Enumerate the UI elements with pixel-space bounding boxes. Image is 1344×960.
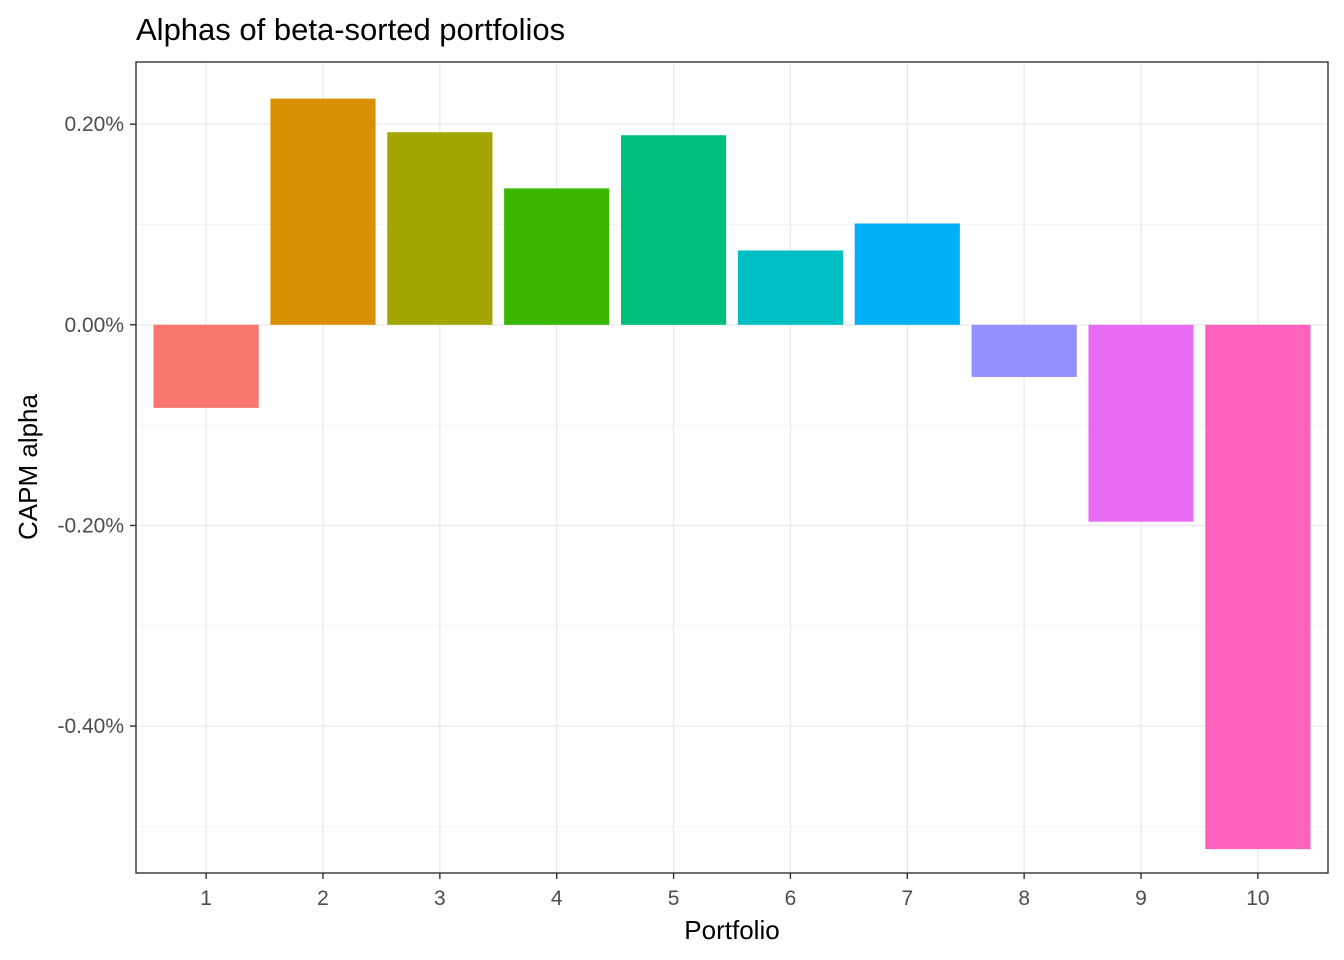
bar-portfolio-2 [270,98,376,325]
x-tick-label: 2 [317,887,329,910]
x-axis: 1 2 3 4 5 6 7 8 9 10 [200,873,1270,910]
bar-portfolio-4 [504,188,610,325]
x-tick-label: 9 [1135,887,1147,910]
bar-portfolio-5 [620,135,727,325]
x-tick-label: 6 [785,887,797,910]
x-tick-label: 7 [901,887,913,910]
bar-portfolio-1 [153,324,259,408]
x-tick-label: 8 [1018,887,1030,910]
y-axis: -0.40% -0.20% 0.00% 0.20% [57,113,136,738]
bar-portfolio-3 [387,132,493,325]
y-tick-label: -0.20% [57,514,124,537]
y-tick-label: -0.40% [57,715,124,738]
bar-portfolio-8 [971,324,1077,377]
bar-portfolio-6 [737,250,844,325]
y-axis-title: CAPM alpha [13,393,43,539]
bars [153,98,1311,850]
x-tick-label: 3 [434,887,446,910]
bar-portfolio-7 [854,223,960,325]
panel-border [135,61,1329,874]
x-tick-label: 10 [1246,887,1269,910]
y-tick-label: 0.20% [64,113,124,136]
x-axis-title: Portfolio [684,915,779,945]
y-tick-label: 0.00% [64,314,124,337]
bar-portfolio-9 [1088,324,1194,522]
x-tick-label: 1 [200,887,212,910]
x-tick-label: 4 [551,887,563,910]
bar-portfolio-10 [1205,324,1311,850]
x-tick-label: 5 [668,887,680,910]
chart-title: Alphas of beta-sorted portfolios [136,12,565,47]
